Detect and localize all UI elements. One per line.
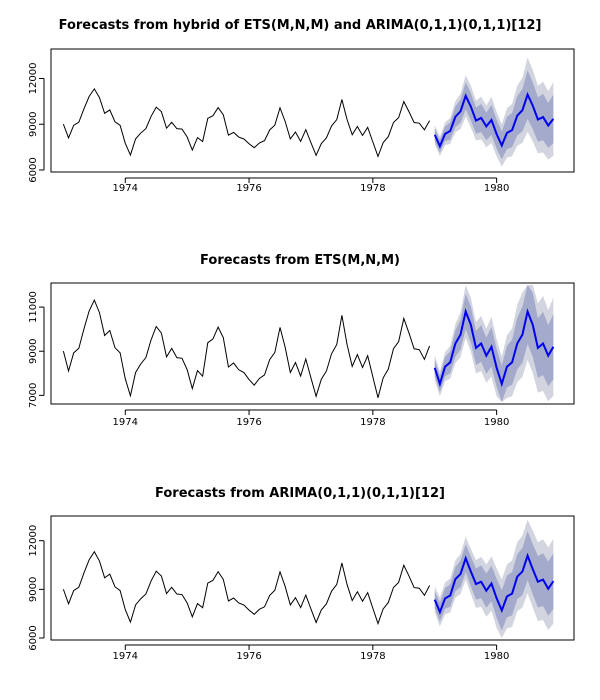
x-tick-label: 1980 <box>484 183 509 194</box>
plot-frame <box>50 48 575 173</box>
y-tick-label: 7000 <box>28 383 39 408</box>
y-tick-label: 12000 <box>28 525 39 557</box>
y-tick-label: 9000 <box>28 577 39 602</box>
forecast-mean-line <box>433 552 555 615</box>
chart-title: Forecasts from ARIMA(0,1,1)(0,1,1)[12] <box>155 486 445 501</box>
y-tick-label: 12000 <box>28 63 39 95</box>
plot-frame <box>50 282 575 405</box>
prediction-interval-80 <box>434 531 554 631</box>
x-tick-label: 1976 <box>236 651 261 662</box>
y-axis: 7000 9000 11000 <box>28 291 45 408</box>
x-tick-label: 1980 <box>484 651 509 662</box>
y-tick-label: 6000 <box>28 157 39 182</box>
x-tick-label: 1974 <box>113 651 138 662</box>
x-axis: 1974 1976 1978 1980 <box>113 177 509 194</box>
chart-title: Forecasts from ETS(M,N,M) <box>200 253 400 268</box>
history-series-line <box>62 87 431 158</box>
x-axis: 1974 1976 1978 1980 <box>113 409 509 428</box>
prediction-interval-80 <box>434 70 554 160</box>
x-axis: 1974 1976 1978 1980 <box>113 644 509 662</box>
chart-panel-3: Forecasts from ARIMA(0,1,1)(0,1,1)[12] 19… <box>28 486 575 662</box>
y-tick-label: 11000 <box>28 291 39 323</box>
y-tick-label: 9000 <box>28 338 39 363</box>
forecast-mean-line <box>433 91 555 149</box>
x-tick-label: 1974 <box>113 183 138 194</box>
y-tick-label: 6000 <box>28 625 39 650</box>
chart-panel-1: Forecasts from hybrid of ETS(M,N,M) and … <box>28 18 575 194</box>
history-series-line <box>62 298 431 399</box>
history-series-line <box>62 550 431 626</box>
x-tick-label: 1978 <box>360 183 385 194</box>
y-axis: 6000 9000 12000 <box>28 525 45 651</box>
chart-title: Forecasts from hybrid of ETS(M,N,M) and … <box>59 18 542 33</box>
plot-frame <box>50 515 575 641</box>
x-tick-label: 1978 <box>360 417 385 428</box>
forecast-mean-line <box>433 308 555 388</box>
x-tick-label: 1980 <box>484 417 509 428</box>
chart-panel-2: Forecasts from ETS(M,N,M) 1974 1976 1978 198… <box>28 253 575 428</box>
x-tick-label: 1976 <box>236 417 261 428</box>
x-tick-label: 1978 <box>360 651 385 662</box>
y-tick-label: 9000 <box>28 112 39 137</box>
y-axis: 6000 9000 12000 <box>28 63 45 183</box>
x-tick-label: 1976 <box>236 183 261 194</box>
x-tick-label: 1974 <box>113 417 138 428</box>
